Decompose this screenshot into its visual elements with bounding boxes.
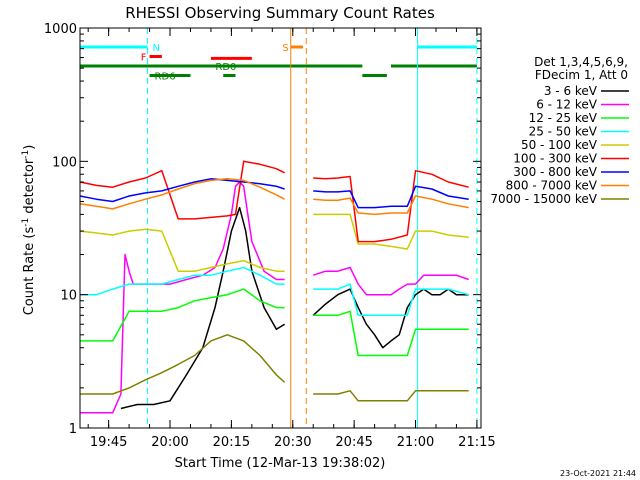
legend-label: 50 - 100 keV bbox=[521, 138, 598, 152]
x-axis-label: Start Time (12-Mar-13 19:38:02) bbox=[175, 456, 386, 471]
series-line bbox=[80, 334, 469, 402]
x-tick-label: 20:00 bbox=[151, 435, 188, 450]
footer-date: 23-Oct-2021 21:44 bbox=[560, 469, 636, 478]
series-line bbox=[79, 178, 469, 216]
legend-label: 300 - 800 keV bbox=[513, 165, 597, 179]
legend-label: 12 - 25 keV bbox=[529, 111, 598, 125]
y-axis-label-sup2: -1 bbox=[21, 150, 31, 159]
series-line bbox=[80, 288, 469, 357]
y-axis-label-mid: detector bbox=[22, 158, 37, 218]
y-tick-label: 1 bbox=[69, 422, 77, 437]
chart-title: RHESSI Observing Summary Count Rates bbox=[125, 4, 435, 22]
series-line bbox=[79, 178, 469, 209]
series-line bbox=[80, 266, 469, 317]
y-tick-label: 10 bbox=[60, 289, 77, 304]
x-tick-label: 19:45 bbox=[90, 435, 127, 450]
x-axis: 19:45 20:00 20:15 20:30 20:45 21:00 21:15 bbox=[87, 28, 496, 450]
series-layer bbox=[79, 160, 469, 414]
y-axis-label-sup1: -1 bbox=[21, 218, 31, 227]
x-tick-label: 20:30 bbox=[274, 435, 311, 450]
legend-label: 100 - 300 keV bbox=[513, 152, 597, 166]
x-tick-label: 21:15 bbox=[458, 435, 495, 450]
x-tick-label: 21:00 bbox=[397, 435, 434, 450]
flag-label: S bbox=[282, 43, 288, 54]
plot-frame bbox=[79, 27, 482, 429]
legend-label: 3 - 6 keV bbox=[544, 84, 598, 98]
y-tick-label: 100 bbox=[52, 155, 77, 170]
legend-label: 25 - 50 keV bbox=[529, 125, 598, 139]
series-line bbox=[79, 160, 469, 243]
flag-label: RD0 bbox=[215, 62, 236, 73]
markers-layer bbox=[79, 28, 478, 428]
flags-layer: N S F RD0 RD6 bbox=[80, 43, 477, 83]
flag-label: RD6 bbox=[155, 72, 176, 83]
legend-label: 7000 - 15000 keV bbox=[490, 192, 597, 206]
y-tick-label: 1000 bbox=[44, 22, 77, 37]
x-tick-label: 20:15 bbox=[213, 435, 250, 450]
legend-label: 6 - 12 keV bbox=[536, 98, 598, 112]
legend-label: 800 - 7000 keV bbox=[506, 179, 598, 193]
y-axis-label-end: ) bbox=[22, 145, 37, 150]
legend-header-line-2: FDecim 1, Att 0 bbox=[535, 68, 628, 82]
flag-label: F bbox=[141, 53, 147, 64]
x-tick-label: 20:45 bbox=[335, 435, 372, 450]
y-axis-label: Count Rate (s-1 detector-1) bbox=[21, 145, 37, 316]
series-line bbox=[79, 213, 469, 272]
y-axis: 1 10 100 1000 bbox=[44, 22, 481, 437]
legend-header-line-1: Det 1,3,4,5,6,9, bbox=[534, 55, 628, 69]
flag-label: N bbox=[153, 43, 160, 54]
y-axis-label-main: Count Rate (s bbox=[22, 227, 37, 316]
